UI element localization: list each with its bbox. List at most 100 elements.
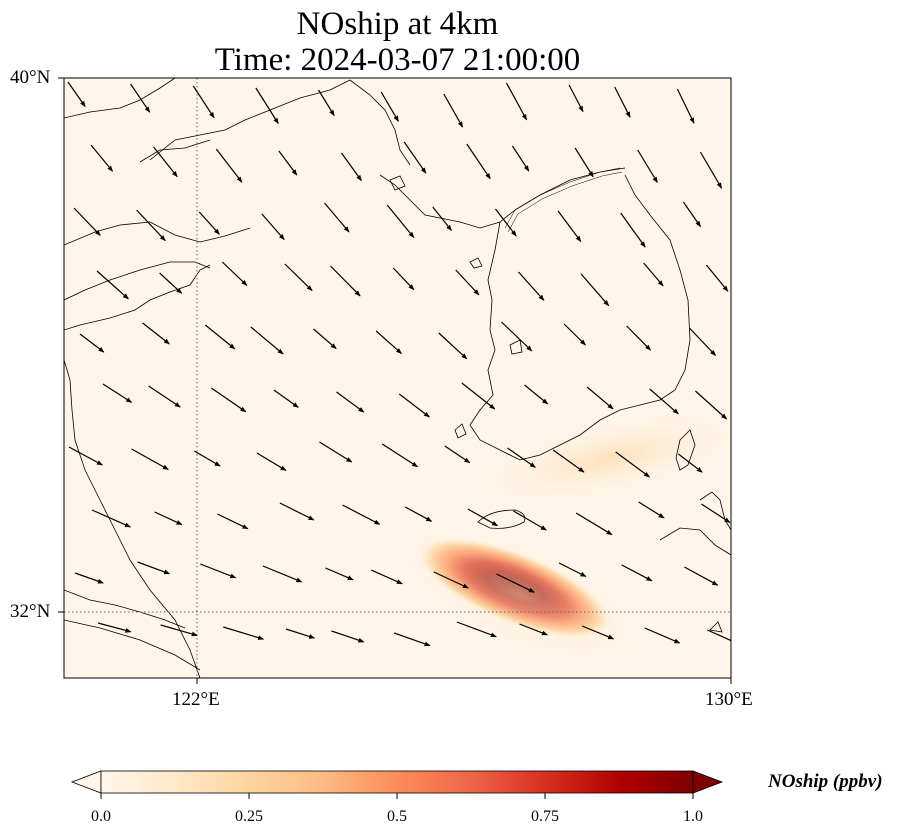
- wind-arrow: [370, 569, 403, 585]
- wind-arrow: [137, 561, 171, 575]
- wind-arrow: [130, 83, 151, 113]
- wind-arrow: [278, 150, 298, 176]
- wind-arrow: [505, 82, 528, 121]
- wind-arrow: [682, 201, 701, 228]
- wind-arrow: [284, 263, 313, 292]
- wind-arrow: [142, 322, 170, 345]
- wind-arrow: [131, 448, 169, 471]
- wind-arrow: [215, 148, 243, 183]
- wind-arrow: [676, 88, 695, 124]
- wind-arrow: [381, 443, 419, 468]
- map-frame: [63, 77, 732, 679]
- wind-arrow: [694, 390, 728, 420]
- wind-arrow: [68, 446, 103, 466]
- wind-arrow: [325, 567, 354, 581]
- wind-arrow: [200, 563, 237, 579]
- wind-arrow: [159, 272, 183, 294]
- wind-arrow: [643, 262, 664, 287]
- wind-arrow: [688, 327, 717, 356]
- wind-arrow: [644, 627, 681, 644]
- wind-arrow: [557, 210, 582, 242]
- gridlines: [64, 78, 731, 678]
- wind-arrow: [403, 141, 427, 174]
- wind-arrow: [455, 269, 480, 296]
- wind-arrow: [73, 207, 101, 236]
- wind-arrow: [393, 632, 431, 647]
- wind-arrow: [581, 625, 615, 640]
- wind-arrow: [443, 93, 464, 128]
- wind-arrow: [193, 450, 221, 467]
- wind-arrow: [313, 328, 337, 350]
- wind-arrow: [456, 621, 497, 638]
- wind-arrow: [466, 143, 491, 180]
- wind-arrow: [519, 623, 548, 636]
- wind-arrow: [90, 144, 114, 172]
- wind-arrow: [615, 451, 650, 478]
- wind-arrow: [317, 89, 335, 117]
- wind-arrow: [192, 85, 215, 119]
- lon-label-122e: 122°E: [172, 689, 220, 710]
- wind-arrow: [637, 149, 658, 184]
- wind-arrow: [620, 212, 646, 248]
- wind-arrow: [444, 445, 471, 464]
- map-figure: [58, 77, 732, 684]
- wind-arrow: [626, 325, 652, 351]
- wind-arrow: [621, 564, 653, 582]
- lon-label-130e: 130°E: [705, 689, 753, 710]
- wind-arrow: [375, 330, 402, 355]
- wind-arrow: [438, 332, 468, 360]
- colorbar-gradient: [100, 770, 694, 794]
- wind-arrow: [524, 384, 549, 405]
- wind-arrow: [223, 626, 265, 640]
- map-title-line2: Time: 2024-03-07 21:00:00: [214, 42, 581, 78]
- wind-arrow: [341, 152, 362, 182]
- wind-arrow: [398, 393, 430, 418]
- wind-arrow: [511, 145, 530, 172]
- wind-arrow: [684, 566, 719, 586]
- wind-arrow: [558, 562, 587, 578]
- wind-arrow: [342, 504, 381, 525]
- wind-arrow: [204, 324, 236, 350]
- wind-arrow: [255, 87, 279, 125]
- map-title-line1: NOship at 4km: [296, 6, 499, 42]
- wind-arrow: [262, 565, 303, 583]
- wind-arrow: [701, 503, 731, 524]
- wind-arrow: [649, 388, 679, 415]
- wind-arrow: [324, 202, 350, 233]
- wind-arrow: [250, 326, 284, 355]
- wind-arrow: [102, 383, 133, 403]
- wind-arrow: [331, 630, 365, 643]
- wind-arrow: [495, 208, 517, 237]
- wind-arrow: [285, 628, 316, 639]
- lat-label-40n: 40°N: [10, 67, 51, 88]
- wind-arrow: [74, 572, 104, 584]
- wind-arrow: [614, 86, 631, 118]
- faint-plume-east: [463, 407, 731, 509]
- wind-arrow: [153, 146, 178, 178]
- wind-arrow: [496, 573, 535, 593]
- wind-arrow: [386, 204, 415, 238]
- wind-arrow: [148, 385, 181, 408]
- colorbar-extend-high: [692, 770, 724, 794]
- colorbar-tick-075: 0.75: [531, 808, 559, 825]
- wind-arrow: [97, 622, 132, 633]
- wind-arrow: [256, 452, 287, 472]
- main-plume-halo: [379, 517, 661, 673]
- axis-ticks: [58, 77, 732, 684]
- wind-arrow: [273, 389, 299, 408]
- wind-arrow: [380, 91, 399, 122]
- wind-arrow: [154, 511, 183, 526]
- wind-arrow: [507, 447, 536, 468]
- wind-arrow: [586, 386, 614, 410]
- colorbar-label: NOship (ppbv): [768, 771, 883, 792]
- wind-arrow: [501, 321, 533, 352]
- wind-arrow: [404, 506, 433, 522]
- wind-arrow: [336, 391, 365, 413]
- wind-arrow: [392, 267, 415, 291]
- wind-arrows: [67, 81, 731, 647]
- wind-arrow: [638, 501, 665, 519]
- colorbar-tick-0: 0.0: [91, 808, 111, 825]
- wind-arrow: [705, 264, 729, 292]
- wind-arrow: [91, 509, 131, 528]
